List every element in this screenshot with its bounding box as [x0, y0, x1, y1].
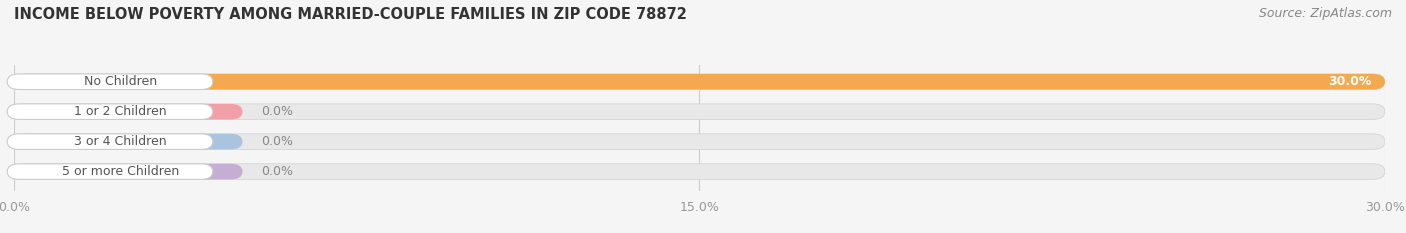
Text: 0.0%: 0.0% — [262, 105, 292, 118]
FancyBboxPatch shape — [14, 74, 1385, 89]
Text: Source: ZipAtlas.com: Source: ZipAtlas.com — [1258, 7, 1392, 20]
Text: 3 or 4 Children: 3 or 4 Children — [75, 135, 167, 148]
FancyBboxPatch shape — [7, 104, 212, 120]
FancyBboxPatch shape — [14, 74, 1385, 89]
FancyBboxPatch shape — [14, 164, 243, 179]
Text: 0.0%: 0.0% — [262, 165, 292, 178]
FancyBboxPatch shape — [7, 74, 212, 89]
Text: 1 or 2 Children: 1 or 2 Children — [75, 105, 167, 118]
Text: No Children: No Children — [84, 75, 157, 88]
FancyBboxPatch shape — [14, 104, 243, 120]
FancyBboxPatch shape — [14, 164, 1385, 179]
FancyBboxPatch shape — [14, 134, 243, 149]
FancyBboxPatch shape — [7, 134, 212, 149]
Text: 30.0%: 30.0% — [1327, 75, 1371, 88]
Text: 5 or more Children: 5 or more Children — [62, 165, 179, 178]
Text: 0.0%: 0.0% — [262, 135, 292, 148]
FancyBboxPatch shape — [7, 164, 212, 179]
FancyBboxPatch shape — [14, 134, 1385, 149]
Text: INCOME BELOW POVERTY AMONG MARRIED-COUPLE FAMILIES IN ZIP CODE 78872: INCOME BELOW POVERTY AMONG MARRIED-COUPL… — [14, 7, 688, 22]
FancyBboxPatch shape — [14, 104, 1385, 120]
